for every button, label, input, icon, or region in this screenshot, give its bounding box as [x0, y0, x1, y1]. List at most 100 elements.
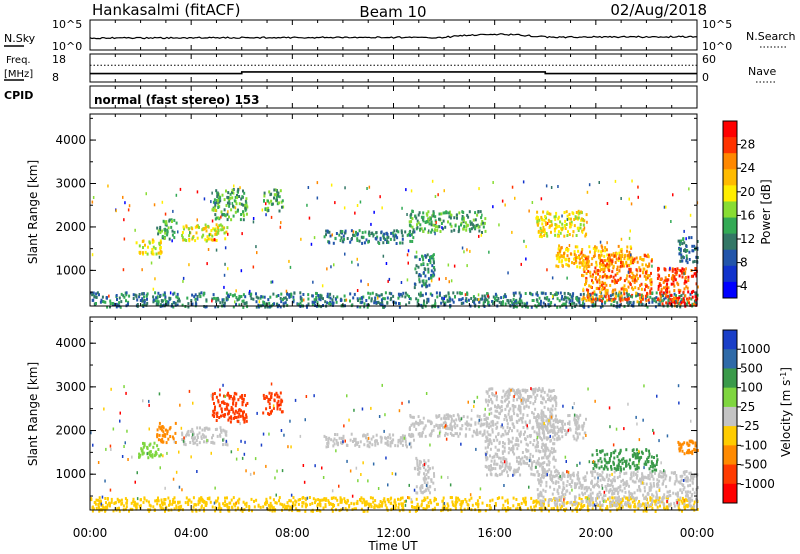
heatmap-cell: [222, 226, 225, 230]
heatmap-cell: [531, 462, 533, 466]
heatmap-cell: [531, 388, 533, 392]
heatmap-cell: [402, 291, 405, 295]
heatmap-cell: [571, 297, 574, 301]
heatmap-cell: [299, 498, 301, 501]
heatmap-cell: [223, 429, 226, 433]
heatmap-cell: [556, 225, 559, 229]
heatmap-cell: [524, 496, 527, 500]
heatmap-cell: [134, 505, 137, 509]
heatmap-cell: [242, 411, 244, 415]
heatmap-cell: [509, 299, 512, 303]
heatmap-cell: [590, 297, 593, 301]
heatmap-cell: [257, 296, 260, 300]
heatmap-cell: [251, 509, 253, 513]
heatmap-cell: [200, 291, 203, 295]
heatmap-cell: [586, 259, 589, 263]
heatmap-cell: [285, 298, 288, 301]
heatmap-cell: [242, 211, 245, 215]
heatmap-cell: [470, 417, 473, 421]
heatmap-cell: [461, 217, 464, 221]
heatmap-cell: [474, 297, 477, 301]
heatmap-cell: [346, 444, 349, 447]
heatmap-cell: [444, 507, 447, 511]
heatmap-cell: [263, 191, 266, 195]
heatmap-cell: [536, 220, 539, 224]
heatmap-cell: [434, 228, 436, 232]
heatmap-cell: [538, 296, 541, 300]
heatmap-cell: [142, 451, 145, 455]
heatmap-cell: [679, 249, 682, 253]
heatmap-cell: [428, 259, 430, 262]
heatmap-cell: [213, 296, 216, 300]
heatmap-cell: [395, 229, 398, 233]
heatmap-cell: [519, 473, 522, 477]
heatmap-cell: [579, 223, 582, 226]
heatmap-cell: [149, 442, 152, 446]
heatmap-cell: [351, 260, 353, 264]
heatmap-cell: [434, 219, 437, 223]
heatmap-cell: [547, 431, 549, 435]
heatmap-cell: [336, 433, 339, 437]
heatmap-cell: [493, 300, 495, 304]
heatmap-cell: [587, 269, 590, 273]
heatmap-cell: [226, 443, 229, 447]
heatmap-cell: [226, 402, 228, 406]
heatmap-cell: [362, 295, 365, 299]
heatmap-cell: [233, 391, 236, 395]
heatmap-cell: [322, 506, 325, 510]
heatmap-cell: [555, 291, 558, 295]
heatmap-cell: [375, 301, 378, 305]
heatmap-cell: [498, 300, 501, 304]
heatmap-cell: [395, 242, 398, 245]
heatmap-cell: [610, 467, 613, 471]
heatmap-cell: [198, 431, 201, 435]
heatmap-cell: [576, 504, 579, 508]
heatmap-cell: [432, 211, 435, 215]
heatmap-cell: [272, 506, 275, 510]
heatmap-cell: [687, 275, 690, 279]
heatmap-cell: [627, 293, 630, 297]
heatmap-cell: [189, 231, 191, 235]
heatmap-cell: [631, 276, 634, 279]
heatmap-cell: [281, 298, 284, 302]
heatmap-cell: [619, 254, 622, 258]
heatmap-cell: [326, 442, 329, 445]
heatmap-cell: [583, 265, 586, 269]
heatmap-cell: [571, 211, 574, 215]
heatmap-cell: [415, 255, 418, 259]
heatmap-cell: [508, 446, 511, 450]
heatmap-cell: [612, 264, 615, 268]
heatmap-cell: [582, 274, 585, 278]
heatmap-cell: [625, 496, 628, 500]
heatmap-cell: [479, 430, 482, 434]
heatmap-cell: [618, 251, 621, 255]
heatmap-cell: [551, 423, 554, 427]
heatmap-cell: [574, 507, 577, 511]
heatmap-cell: [606, 288, 609, 292]
heatmap-cell: [311, 300, 314, 304]
heatmap-cell: [294, 503, 297, 507]
heatmap-cell: [504, 302, 507, 306]
heatmap-cell: [504, 203, 506, 207]
heatmap-cell: [157, 496, 159, 500]
heatmap-cell: [427, 464, 430, 468]
heatmap-cell: [567, 292, 570, 295]
heatmap-cell: [166, 429, 169, 433]
heatmap-cell: [452, 291, 455, 295]
heatmap-cell: [304, 509, 307, 513]
heatmap-cell: [627, 253, 630, 257]
heatmap-cell: [644, 303, 647, 307]
heatmap-cell: [225, 296, 228, 300]
heatmap-cell: [541, 467, 544, 471]
heatmap-cell: [604, 499, 607, 503]
heatmap-cell: [125, 501, 128, 505]
heatmap-cell: [431, 429, 433, 433]
heatmap-cell: [92, 507, 95, 511]
heatmap-cell: [645, 263, 647, 267]
heatmap-cell: [438, 217, 441, 221]
heatmap-cell: [431, 305, 434, 309]
heatmap-cell: [243, 301, 246, 305]
heatmap-cell: [214, 209, 217, 212]
heatmap-cell: [198, 497, 201, 501]
heatmap-cell: [159, 228, 161, 232]
